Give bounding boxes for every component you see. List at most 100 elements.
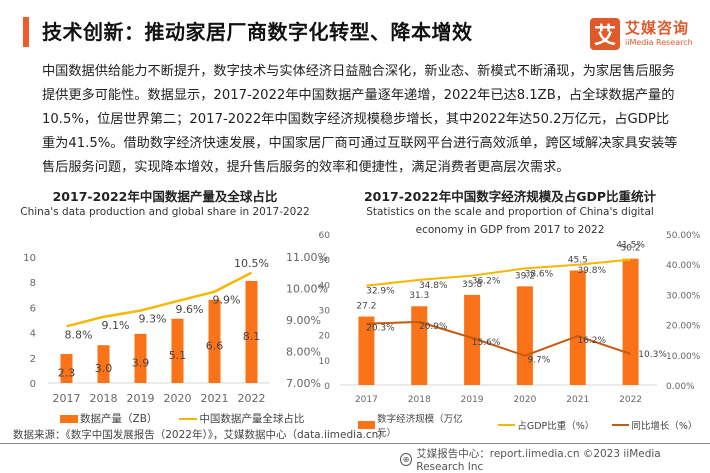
chart2-bar xyxy=(358,316,375,385)
chart2-left-tick: 60 xyxy=(319,231,331,241)
chart1-bar xyxy=(97,345,110,383)
legend-swatch-bar xyxy=(60,414,78,423)
legend-swatch-bar xyxy=(358,421,376,429)
legend-label: 占GDP比重（%） xyxy=(517,421,595,432)
chart2-right-tick: 20.00% xyxy=(666,322,701,332)
legend-item-yoy-growth: 同比增长（%） xyxy=(612,418,698,432)
chart1-bar-label: 5.1 xyxy=(169,349,187,362)
chart1-right-tick: 8.00% xyxy=(286,346,321,359)
legend-label: 数字经济规模（万亿元） xyxy=(377,414,463,439)
chart2-yoy-label: 15.6% xyxy=(472,338,501,348)
chart1-bar xyxy=(208,299,221,383)
chart2-category-label: 2017 xyxy=(355,395,378,405)
chart2-right-tick: 0.00% xyxy=(666,382,695,392)
chart1-bar-label: 3.0 xyxy=(95,362,113,375)
chart1-bar xyxy=(60,354,73,383)
chart2-gdp-label: 41.5% xyxy=(616,241,645,251)
chart2-gdp-label: 36.2% xyxy=(472,277,501,287)
chart2-category-label: 2021 xyxy=(566,395,589,405)
chart1-line-label: 9.6% xyxy=(176,303,204,316)
chart1-bar xyxy=(171,318,184,383)
chart2-gdp-label: 32.9% xyxy=(366,287,395,297)
chart2-gdp-label: 39.8% xyxy=(577,266,606,276)
chart2-bar-label: 27.2 xyxy=(356,302,376,312)
chart1-share-line xyxy=(66,271,253,328)
chart1-right-tick: 10.00% xyxy=(286,283,328,296)
chart2-title: 2017-2022年中国数字经济规模及占GDP比重统计 xyxy=(363,189,657,204)
chart1-bar-label: 8.1 xyxy=(243,330,261,343)
chart1-left-tick: 8 xyxy=(30,278,36,289)
legend-item-digital-economy: 数字经济规模（万亿元） xyxy=(358,411,476,439)
chart2-right-tick: 30.00% xyxy=(666,291,701,301)
chart2-yoy-growth-line xyxy=(366,320,631,357)
legend-item-data-production: 数据产量（ZB） xyxy=(60,411,157,426)
chart1-left-tick: 10 xyxy=(23,253,36,264)
chart2-right-tick: 50.00% xyxy=(666,231,701,241)
chart2-gdp-share-line xyxy=(366,258,631,287)
chart2-bar xyxy=(411,306,428,385)
chart2-bar-label: 50.2 xyxy=(621,244,641,254)
chart1-bar xyxy=(245,280,258,383)
chart2-right-tick: 10.00% xyxy=(666,352,701,362)
chart1-bar xyxy=(134,333,147,383)
chart2-gdp-label: 34.8% xyxy=(419,281,448,291)
chart1-subtitle: China's data production and global share… xyxy=(20,206,310,218)
chart2-yoy-label: 20.3% xyxy=(366,324,395,334)
chart2-left-tick: 20 xyxy=(319,332,331,342)
chart1-legend: 数据产量（ZB） 中国数据产量全球占比 xyxy=(60,411,320,426)
chart2-left-tick: 50 xyxy=(319,256,331,266)
footer-text: 艾媒报告中心：report.iimedia.cn ©2023 iiMedia R… xyxy=(416,448,661,473)
chart2-bar xyxy=(622,258,639,385)
chart1-right-tick: 9.00% xyxy=(286,314,321,327)
chart1-category-label: 2021 xyxy=(201,392,229,405)
chart2-subtitle: Statistics on the scale and proportion o… xyxy=(366,206,654,236)
chart2-category-label: 2018 xyxy=(408,395,431,405)
chart1-bar-label: 6.6 xyxy=(206,339,224,352)
chart1-category-label: 2019 xyxy=(127,392,155,405)
chart2-category-label: 2020 xyxy=(513,395,536,405)
chart1-right-tick: 11.00% xyxy=(286,251,328,264)
chart2-bar xyxy=(516,286,533,385)
chart1-left-tick: 4 xyxy=(30,329,36,340)
chart2-bar xyxy=(464,294,481,385)
legend-swatch-line xyxy=(179,417,198,420)
chart1-category-label: 2022 xyxy=(238,392,266,405)
chart2-left-tick: 40 xyxy=(319,281,331,291)
title-accent-bar xyxy=(23,17,29,47)
footer-divider xyxy=(0,443,710,444)
chart2-yoy-label: 10.3% xyxy=(638,350,667,360)
legend-label: 同比增长（%） xyxy=(631,421,698,432)
chart2-legend: 数字经济规模（万亿元） 占GDP比重（%） 同比增长（%） xyxy=(358,411,710,439)
chart2-yoy-label: 20.9% xyxy=(419,322,448,332)
legend-swatch-line xyxy=(612,424,630,426)
chart2-bar-label: 39.2 xyxy=(515,271,535,281)
chart1-line-label: 9.3% xyxy=(139,313,167,326)
chart1-line-label: 9.1% xyxy=(102,319,130,332)
footer: ⊕ 艾媒报告中心：report.iimedia.cn ©2023 iiMedia… xyxy=(400,446,710,473)
chart2-left-tick: 10 xyxy=(319,357,331,367)
chart1-bar-label: 3.9 xyxy=(132,356,150,369)
globe-icon: ⊕ xyxy=(400,453,413,466)
legend-item-global-share: 中国数据产量全球占比 xyxy=(179,411,304,426)
chart1-category-label: 2018 xyxy=(90,392,118,405)
chart2-gdp-label: 38.6% xyxy=(525,269,554,279)
intro-paragraph: 中国数据供给能力不断提升，数字技术与实体经济日益融合深化，新业态、新模式不断涌现… xyxy=(42,64,678,175)
logo-mark: 艾 xyxy=(590,18,620,50)
chart2-bar-label: 31.3 xyxy=(409,291,429,301)
chart2-yoy-label: 16.2% xyxy=(577,336,606,346)
chart2-left-tick: 30 xyxy=(319,307,331,317)
chart1-left-tick: 6 xyxy=(30,303,36,314)
chart2-bar xyxy=(569,270,586,385)
chart2-category-label: 2019 xyxy=(461,395,484,405)
legend-label: 中国数据产量全球占比 xyxy=(199,413,305,425)
chart1-left-tick: 0 xyxy=(30,379,36,390)
chart1-line-label: 10.5% xyxy=(234,257,269,270)
chart2-bar-label: 35.8 xyxy=(462,280,482,290)
chart2-right-tick: 40.00% xyxy=(666,261,701,271)
page-title: 技术创新：推动家居厂商数字化转型、降本增效 xyxy=(42,20,473,44)
legend-label: 数据产量（ZB） xyxy=(80,413,158,425)
chart2-bar-label: 45.5 xyxy=(568,255,588,265)
chart1-bar-label: 2.3 xyxy=(58,367,76,380)
chart1-category-label: 2020 xyxy=(164,392,192,405)
chart1-category-label: 2017 xyxy=(53,392,81,405)
